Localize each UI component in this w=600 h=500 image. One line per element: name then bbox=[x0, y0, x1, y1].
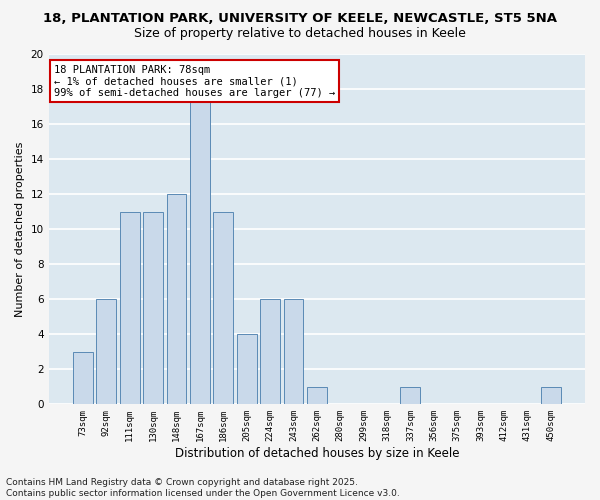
Text: Contains HM Land Registry data © Crown copyright and database right 2025.
Contai: Contains HM Land Registry data © Crown c… bbox=[6, 478, 400, 498]
Y-axis label: Number of detached properties: Number of detached properties bbox=[15, 142, 25, 317]
Bar bbox=[307, 387, 327, 404]
Bar bbox=[167, 194, 187, 404]
Text: 18, PLANTATION PARK, UNIVERSITY OF KEELE, NEWCASTLE, ST5 5NA: 18, PLANTATION PARK, UNIVERSITY OF KEELE… bbox=[43, 12, 557, 26]
Bar bbox=[400, 387, 421, 404]
Bar bbox=[143, 212, 163, 404]
Text: Size of property relative to detached houses in Keele: Size of property relative to detached ho… bbox=[134, 28, 466, 40]
Bar bbox=[541, 387, 560, 404]
Bar bbox=[190, 72, 210, 404]
Bar bbox=[214, 212, 233, 404]
Text: 18 PLANTATION PARK: 78sqm
← 1% of detached houses are smaller (1)
99% of semi-de: 18 PLANTATION PARK: 78sqm ← 1% of detach… bbox=[54, 64, 335, 98]
X-axis label: Distribution of detached houses by size in Keele: Distribution of detached houses by size … bbox=[175, 447, 459, 460]
Bar bbox=[237, 334, 257, 404]
Bar bbox=[120, 212, 140, 404]
Bar bbox=[73, 352, 93, 405]
Bar bbox=[284, 299, 304, 405]
Bar bbox=[97, 299, 116, 405]
Bar bbox=[260, 299, 280, 405]
